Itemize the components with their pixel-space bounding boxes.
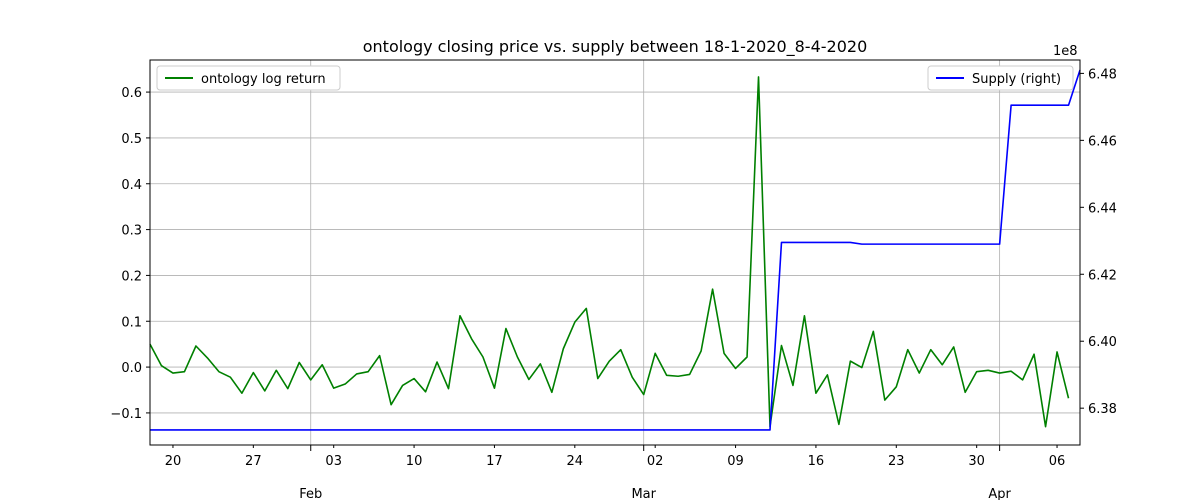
y-right-tick-label: 6.46 [1088, 134, 1117, 149]
legend-left-label: ontology log return [201, 72, 326, 87]
x-minor-tick-label: 03 [325, 454, 342, 469]
axes: −0.1 0.0 0.1 0.2 0.3 0.4 0.5 0.6 6.38 6.40 6.42 6.4… [110, 67, 1117, 500]
x-minor-tick-label: 23 [888, 454, 905, 469]
x-minor-tick-label: 27 [245, 454, 262, 469]
y-left-tick-label: 0.5 [121, 132, 142, 147]
y-left-tick-label: 0.3 [121, 224, 142, 239]
chart-title: ontology closing price vs. supply betwee… [363, 37, 868, 57]
x-minor-tick-label: 20 [165, 454, 182, 469]
y-left-tick-label: 0.1 [121, 315, 142, 330]
x-minor-tick-label: 17 [486, 454, 503, 469]
legend-right: Supply (right) [927, 65, 1074, 91]
x-minor-tick-label: 09 [727, 454, 744, 469]
x-minor-tick-label: 02 [647, 454, 664, 469]
y-left-tick-label: 0.0 [121, 361, 142, 376]
legend-right-label: Supply (right) [972, 72, 1061, 87]
y-right-tick-label: 6.48 [1088, 67, 1117, 82]
y-right-tick-label: 6.42 [1088, 268, 1117, 283]
x-major-tick-label: Feb [299, 487, 322, 500]
x-minor-tick-label: 30 [968, 454, 985, 469]
y-left-tick-label: 0.6 [121, 86, 142, 101]
y-left-tick-label: 0.2 [121, 269, 142, 284]
legend-left-box [156, 65, 341, 91]
legend-left: ontology log return [156, 65, 341, 91]
x-minor-tick-label: 06 [1049, 454, 1066, 469]
y-right-tick-label: 6.38 [1088, 402, 1117, 417]
legend-right-box [927, 65, 1074, 91]
x-major-tick-label: Apr [988, 487, 1011, 500]
y-right-tick-label: 6.44 [1088, 201, 1117, 216]
series-line-ontology-log-return [149, 76, 1070, 428]
x-minor-tick-label: 16 [808, 454, 825, 469]
series-line-supply-right [150, 69, 1081, 431]
x-minor-tick-label: 24 [567, 454, 584, 469]
x-major-tick-label: Mar [631, 487, 656, 500]
y-left-tick-label: −0.1 [110, 407, 142, 422]
plot-series [149, 69, 1081, 431]
y-left-tick-label: 0.4 [121, 178, 142, 193]
grid-lines [150, 60, 1080, 445]
y-right-offset-label: 1e8 [1053, 44, 1078, 59]
y-right-tick-label: 6.40 [1088, 335, 1117, 350]
plot-frame [149, 59, 1081, 446]
x-minor-tick-label: 10 [406, 454, 423, 469]
